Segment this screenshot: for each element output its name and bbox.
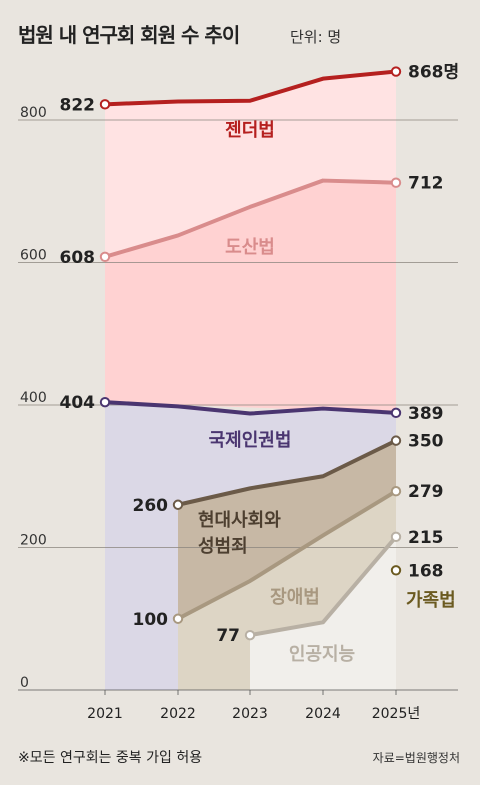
data-point [390,486,402,497]
data-point [390,177,402,188]
series-name-label: 성범죄 [198,536,248,557]
data-point [390,565,402,576]
data-label: 215 [408,528,444,548]
data-point [99,251,111,262]
data-point [172,499,184,510]
y-tick-label: 0 [20,675,29,691]
data-point [244,629,256,641]
x-tick-label: 2024 [305,706,341,722]
series-line [104,400,397,416]
y-tick-label: 600 [20,248,47,264]
data-label: 279 [408,482,444,502]
data-point [99,396,111,408]
data-point [99,99,111,110]
series-line [177,438,397,507]
series-name-label: 국제인권법 [209,430,292,451]
series-name-label: 현대사회와 [198,510,281,531]
unit-label: 단위: 명 [290,28,341,46]
data-label: 404 [60,393,96,413]
data-label: 168 [408,561,444,581]
y-tick-label: 800 [20,105,47,121]
area-1 [105,180,396,413]
data-point [390,66,402,77]
series-name-label: 도산법 [225,237,275,258]
x-tick-label: 2025년 [372,706,421,722]
source: 자료=법원행정처 [373,750,460,765]
x-tick-label: 2021 [87,706,123,722]
data-label: 389 [408,404,444,424]
gridlines [18,119,458,548]
data-label: 350 [408,432,444,452]
data-point [390,435,402,446]
series-line [104,69,397,107]
data-point [390,407,402,419]
data-label: 77 [216,626,240,646]
series-name-label: 가족법 [406,590,456,611]
y-tick-label: 200 [20,533,47,549]
series-name-label: 장애법 [270,587,320,608]
series-name-label: 젠더법 [225,120,275,141]
data-label: 260 [133,496,169,516]
footnote: ※모든 연구회는 중복 가입 허용 [18,750,202,766]
axes: 0 200 400 600 800 2021 2022 2023 2024 2025년 [18,105,458,722]
data-label: 608 [60,248,96,268]
x-tick-label: 2022 [160,706,196,722]
series-lines [99,66,402,641]
data-point [390,531,402,543]
area-layers [105,71,396,690]
y-tick-label: 400 [20,390,47,406]
series-line [104,178,397,259]
data-label: 822 [60,95,96,115]
data-label: 868명 [408,63,459,83]
chart-title: 법원 내 연구회 회원 수 추이 [18,23,239,47]
data-point [172,613,184,624]
series-name-label: 인공지능 [289,644,355,665]
data-label: 100 [133,610,169,630]
x-tick-label: 2023 [232,706,268,722]
data-label: 712 [408,174,444,194]
area-5 [250,536,396,690]
value-labels: 822 868명 608 712 404 389 260 350 100 279 77 215 168 젠… [60,63,460,665]
series-line [177,489,398,621]
series-line [249,535,398,638]
